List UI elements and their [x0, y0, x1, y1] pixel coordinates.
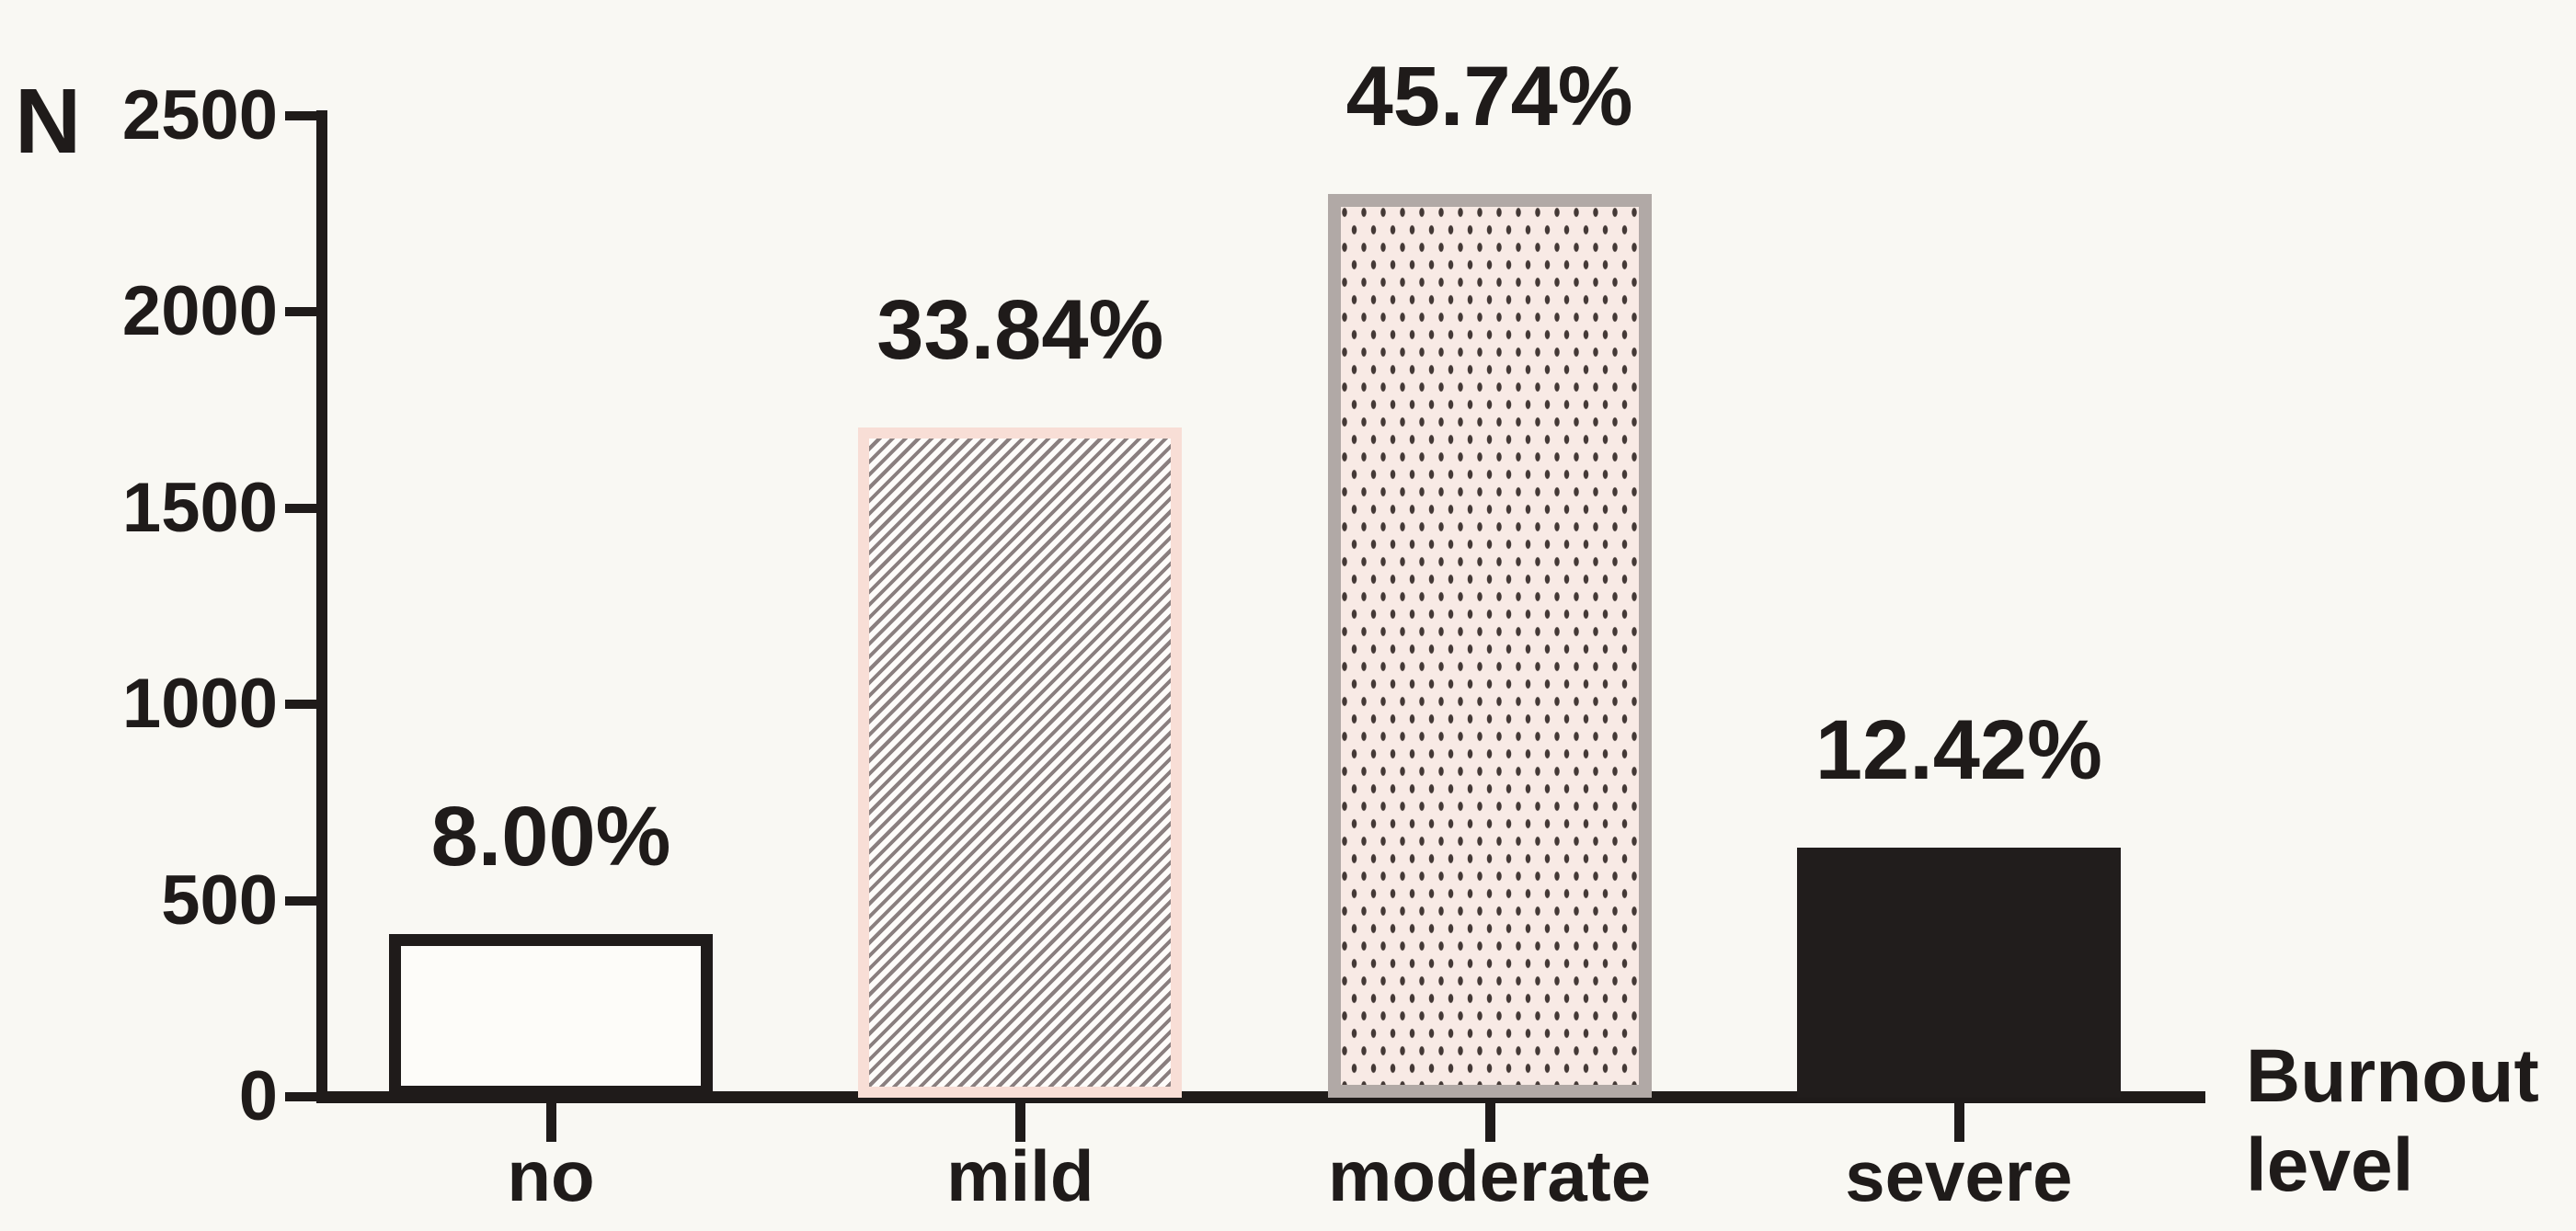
percent-label-no: 8.00%: [430, 790, 671, 884]
y-tick: [285, 111, 316, 120]
percent-label-moderate: 45.74%: [1345, 50, 1633, 144]
y-tick-label: 2000: [121, 272, 278, 351]
x-tick-label-severe: severe: [1845, 1135, 2073, 1216]
y-tick-label: 1500: [121, 468, 278, 547]
x-axis-title-line1: Burnout: [2246, 1034, 2539, 1118]
bar-moderate: [1327, 194, 1652, 1098]
x-tick: [1015, 1103, 1026, 1142]
bar-mild: [858, 427, 1183, 1098]
x-axis-title: Burnout level: [2246, 1032, 2539, 1210]
y-tick-label: 500: [161, 861, 278, 940]
x-tick: [546, 1103, 556, 1142]
x-tick-label-no: no: [507, 1135, 595, 1216]
y-tick: [285, 700, 316, 710]
x-tick-label-mild: mild: [946, 1135, 1094, 1216]
y-tick: [285, 307, 316, 317]
x-axis-line: [316, 1091, 2205, 1103]
y-tick-label: 1000: [121, 665, 278, 744]
bar-severe: [1796, 848, 2121, 1098]
x-tick-label-moderate: moderate: [1328, 1135, 1652, 1216]
y-tick-label: 0: [238, 1057, 278, 1135]
percent-label-mild: 33.84%: [876, 283, 1164, 378]
y-tick: [285, 503, 316, 513]
y-tick: [285, 895, 316, 906]
y-axis-title: N: [15, 70, 82, 173]
x-tick: [1484, 1103, 1495, 1142]
x-tick: [1953, 1103, 1964, 1142]
y-axis-line: [316, 110, 327, 1103]
x-axis-title-line2: level: [2246, 1123, 2414, 1207]
percent-label-severe: 12.42%: [1815, 703, 2102, 798]
y-tick: [285, 1092, 316, 1101]
y-tick-label: 2500: [121, 76, 278, 154]
bar-no: [389, 934, 713, 1098]
